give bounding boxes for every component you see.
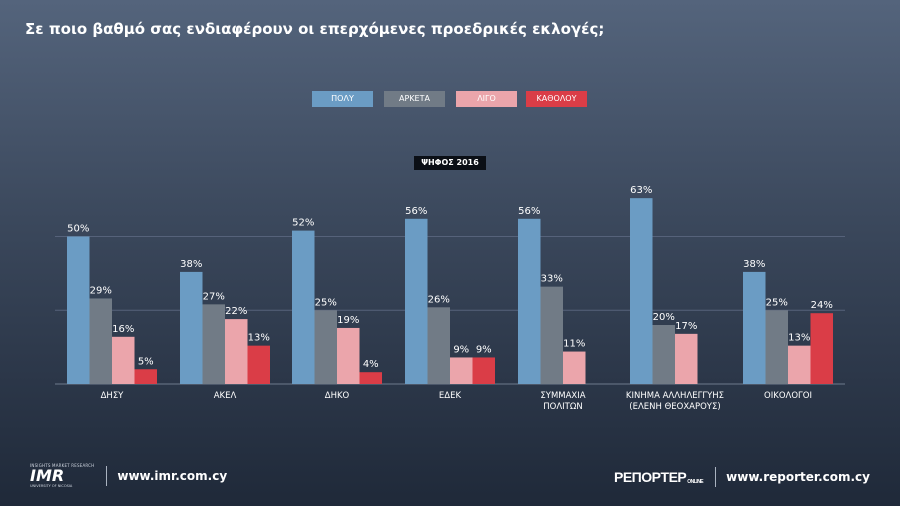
bar xyxy=(202,304,225,384)
data-label: 24% xyxy=(811,300,833,311)
data-label: 29% xyxy=(90,285,112,296)
imr-footer: INSIGHTS MARKET RESEARCH IMR UNIVERSITY … xyxy=(30,463,227,488)
category-label: ΔΗΚΟ xyxy=(325,391,350,401)
data-label: 22% xyxy=(225,306,247,317)
reporter-url-link[interactable]: www.reporter.com.cy xyxy=(726,470,870,484)
bar xyxy=(563,351,586,384)
bar xyxy=(788,345,811,384)
data-label: 5% xyxy=(138,356,154,367)
bar xyxy=(427,307,450,384)
data-label: 9% xyxy=(453,344,469,355)
imr-logo: INSIGHTS MARKET RESEARCH IMR UNIVERSITY … xyxy=(30,463,94,488)
data-label: 13% xyxy=(248,333,270,344)
footer-divider-right xyxy=(715,467,717,487)
bar xyxy=(247,345,270,384)
imr-logo-sub: UNIVERSITY OF NICOSIA xyxy=(30,484,73,488)
data-label: 63% xyxy=(630,185,652,196)
bar xyxy=(540,286,563,384)
bar xyxy=(472,357,495,384)
bar xyxy=(89,298,112,384)
category-label: ΔΗΣΥ xyxy=(101,391,125,401)
reporter-footer: ΡΕΠΟΡΤΕΡONLINE www.reporter.com.cy xyxy=(614,467,870,487)
data-label: 38% xyxy=(743,259,765,270)
bar xyxy=(652,325,675,384)
category-label: ΚΙΝΗΜΑ ΑΛΛΗΛΕΓΓΥΗΣ xyxy=(626,391,724,401)
reporter-logo-online: ONLINE xyxy=(687,479,704,485)
data-label: 26% xyxy=(428,294,450,305)
data-label: 19% xyxy=(337,315,359,326)
bar xyxy=(405,218,428,384)
data-label: 17% xyxy=(675,321,697,332)
bar xyxy=(765,310,788,384)
bar xyxy=(337,327,360,384)
bar xyxy=(810,313,833,384)
bar xyxy=(450,357,473,384)
category-label: ΠΟΛΙΤΩΝ xyxy=(543,402,582,412)
bar xyxy=(292,230,315,384)
reporter-logo-text: ΡΕΠΟΡΤΕΡ xyxy=(614,469,687,485)
data-label: 16% xyxy=(112,324,134,335)
data-label: 25% xyxy=(315,297,337,308)
category-label: ΟΙΚΟΛΟΓΟΙ xyxy=(764,391,812,401)
data-label: 11% xyxy=(563,339,585,350)
imr-logo-text: IMR xyxy=(30,466,65,485)
data-label: 33% xyxy=(541,274,563,285)
bar xyxy=(359,372,382,384)
data-label: 9% xyxy=(476,344,492,355)
data-label: 25% xyxy=(766,297,788,308)
legend-item-2: ΑΡΚΕΤΑ xyxy=(384,91,445,107)
data-label: 4% xyxy=(363,359,379,370)
category-label: (ΕΛΕΝΗ ΘΕΟΧΑΡΟΥΣ) xyxy=(629,402,720,412)
bar xyxy=(134,369,157,384)
bar xyxy=(225,319,248,384)
bar xyxy=(67,236,90,384)
data-label: 20% xyxy=(653,312,675,323)
data-label: 38% xyxy=(180,259,202,270)
data-label: 27% xyxy=(203,291,225,302)
bar xyxy=(112,336,135,384)
category-label: ΑΚΕΛ xyxy=(214,391,237,401)
bar xyxy=(314,310,337,384)
data-label: 13% xyxy=(788,333,810,344)
data-label: 56% xyxy=(518,206,540,217)
legend-item-4: ΚΑΘΟΛΟΥ xyxy=(526,91,587,107)
bar xyxy=(675,333,698,384)
reporter-logo: ΡΕΠΟΡΤΕΡONLINE xyxy=(614,469,704,485)
imr-logo-top: INSIGHTS MARKET RESEARCH xyxy=(30,463,95,468)
legend-item-1: ΠΟΛΥ xyxy=(312,91,373,107)
bar xyxy=(518,218,541,384)
data-label: 56% xyxy=(405,206,427,217)
bar xyxy=(743,271,766,384)
chart-title: Σε ποιο βαθμό σας ενδιαφέρουν οι επερχόμ… xyxy=(25,20,605,38)
footer-divider-left xyxy=(106,465,108,486)
imr-url-link[interactable]: www.imr.com.cy xyxy=(117,468,228,483)
data-label: 50% xyxy=(67,224,89,235)
data-label: 52% xyxy=(292,218,314,229)
chart-subtitle: ΨΗΦΟΣ 2016 xyxy=(414,156,486,170)
category-label: ΕΔΕΚ xyxy=(439,391,462,401)
bar xyxy=(180,271,203,384)
legend-item-3: ΛΙΓΟ xyxy=(456,91,517,107)
bar xyxy=(630,198,653,384)
category-label: ΣΥΜΜΑΧΙΑ xyxy=(540,391,585,401)
